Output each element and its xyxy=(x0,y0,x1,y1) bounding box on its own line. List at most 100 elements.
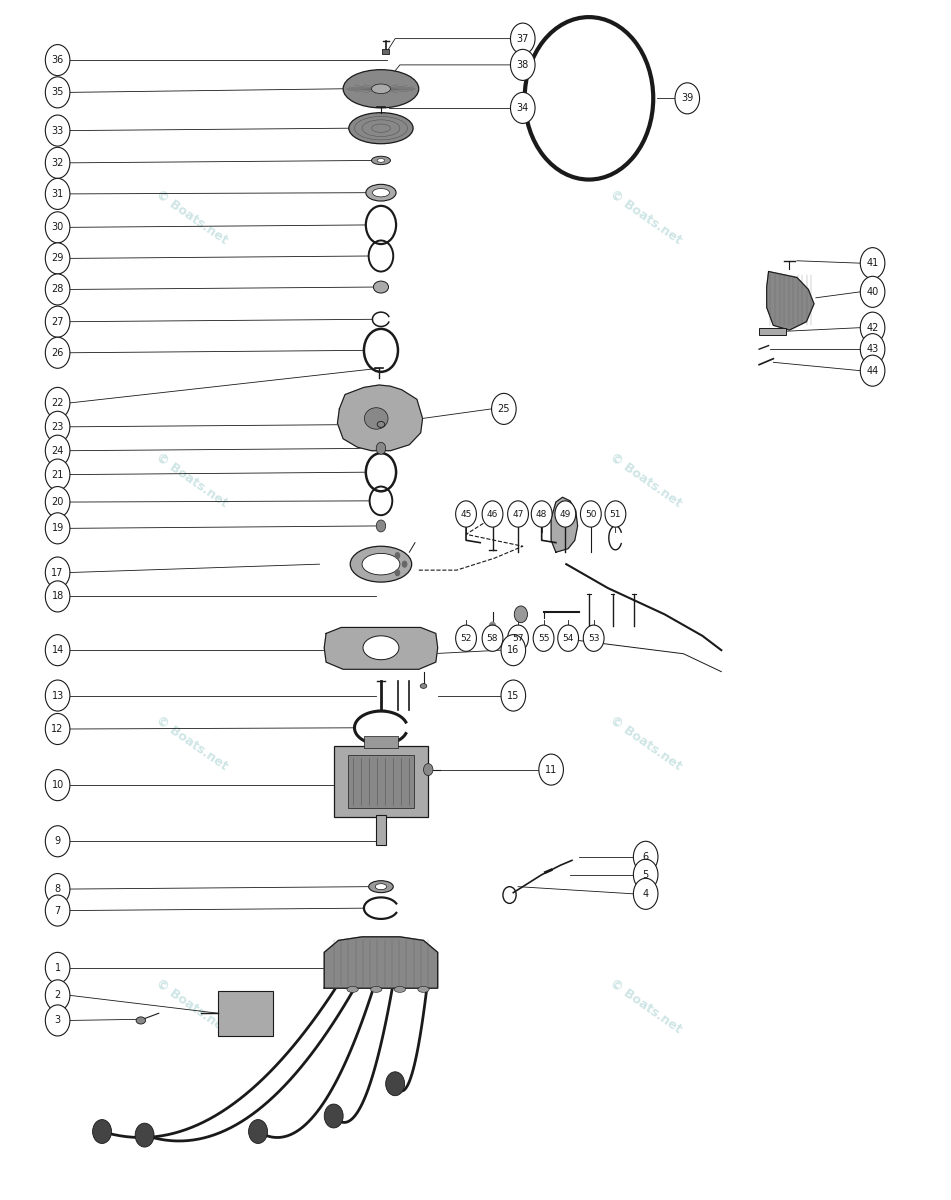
Text: 9: 9 xyxy=(54,836,61,846)
Ellipse shape xyxy=(371,986,382,992)
Text: 1: 1 xyxy=(54,962,61,973)
Text: 35: 35 xyxy=(51,88,64,97)
Text: 39: 39 xyxy=(681,94,693,103)
Text: 4: 4 xyxy=(643,889,649,899)
Circle shape xyxy=(46,306,70,337)
Text: 28: 28 xyxy=(51,284,64,294)
Circle shape xyxy=(605,500,626,527)
Ellipse shape xyxy=(378,421,385,427)
Circle shape xyxy=(46,874,70,905)
Circle shape xyxy=(555,500,575,527)
Text: 36: 36 xyxy=(51,55,64,65)
Polygon shape xyxy=(324,628,437,670)
Text: 42: 42 xyxy=(866,323,879,332)
Text: 49: 49 xyxy=(559,510,571,518)
Ellipse shape xyxy=(369,881,394,893)
Ellipse shape xyxy=(363,636,398,660)
Text: 50: 50 xyxy=(585,510,596,518)
Text: 3: 3 xyxy=(54,1015,61,1026)
Circle shape xyxy=(539,754,563,785)
Circle shape xyxy=(861,355,884,386)
Circle shape xyxy=(395,552,400,559)
Circle shape xyxy=(482,500,503,527)
Circle shape xyxy=(46,388,70,419)
Text: 29: 29 xyxy=(51,253,64,263)
Text: 33: 33 xyxy=(51,126,64,136)
Ellipse shape xyxy=(347,986,359,992)
Text: 22: 22 xyxy=(51,398,64,408)
Text: © Boats.net: © Boats.net xyxy=(153,188,230,247)
Ellipse shape xyxy=(136,1016,146,1024)
Circle shape xyxy=(583,625,604,652)
Circle shape xyxy=(633,859,658,890)
Text: 51: 51 xyxy=(610,510,621,518)
Circle shape xyxy=(861,334,884,365)
Circle shape xyxy=(633,841,658,872)
Circle shape xyxy=(508,625,529,652)
Circle shape xyxy=(532,500,553,527)
Text: 23: 23 xyxy=(51,422,64,432)
Circle shape xyxy=(46,895,70,926)
Circle shape xyxy=(456,500,476,527)
Circle shape xyxy=(46,1004,70,1036)
Circle shape xyxy=(423,763,433,775)
Text: © Boats.net: © Boats.net xyxy=(608,977,684,1036)
Circle shape xyxy=(511,92,535,124)
Text: 54: 54 xyxy=(562,634,573,643)
Ellipse shape xyxy=(366,185,396,202)
Circle shape xyxy=(395,569,400,576)
Text: 57: 57 xyxy=(513,634,524,643)
Text: © Boats.net: © Boats.net xyxy=(153,977,230,1036)
Text: 45: 45 xyxy=(460,510,472,518)
Text: 15: 15 xyxy=(507,690,519,701)
Ellipse shape xyxy=(372,84,391,94)
Circle shape xyxy=(46,557,70,588)
Circle shape xyxy=(46,412,70,443)
Ellipse shape xyxy=(349,113,413,144)
Bar xyxy=(219,990,273,1036)
Circle shape xyxy=(46,826,70,857)
Ellipse shape xyxy=(378,158,385,162)
Polygon shape xyxy=(324,937,437,988)
Circle shape xyxy=(46,635,70,666)
Circle shape xyxy=(861,276,884,307)
Text: 27: 27 xyxy=(51,317,64,326)
Bar xyxy=(364,736,398,748)
Ellipse shape xyxy=(364,408,388,430)
Text: © Boats.net: © Boats.net xyxy=(608,188,684,247)
Ellipse shape xyxy=(374,281,389,293)
Text: 10: 10 xyxy=(51,780,64,790)
Circle shape xyxy=(46,581,70,612)
Circle shape xyxy=(46,769,70,800)
Text: 8: 8 xyxy=(54,884,61,894)
Circle shape xyxy=(46,486,70,517)
Circle shape xyxy=(377,520,386,532)
Circle shape xyxy=(46,179,70,210)
Circle shape xyxy=(861,247,884,278)
Text: 26: 26 xyxy=(51,348,64,358)
Text: 47: 47 xyxy=(513,510,524,518)
Text: 18: 18 xyxy=(51,592,64,601)
Text: 31: 31 xyxy=(51,188,64,199)
Circle shape xyxy=(46,680,70,712)
Polygon shape xyxy=(552,497,577,552)
Circle shape xyxy=(501,635,526,666)
Circle shape xyxy=(482,625,503,652)
Circle shape xyxy=(46,274,70,305)
Text: 5: 5 xyxy=(643,870,649,880)
Circle shape xyxy=(386,1072,404,1096)
Circle shape xyxy=(46,242,70,274)
Circle shape xyxy=(46,77,70,108)
Circle shape xyxy=(557,625,578,652)
Circle shape xyxy=(401,560,407,568)
Text: 14: 14 xyxy=(51,646,64,655)
Text: 24: 24 xyxy=(51,445,64,456)
Circle shape xyxy=(492,394,516,425)
Text: 2: 2 xyxy=(54,990,61,1001)
Ellipse shape xyxy=(343,70,418,108)
Ellipse shape xyxy=(395,986,405,992)
Circle shape xyxy=(861,312,884,343)
Text: 20: 20 xyxy=(51,497,64,508)
Ellipse shape xyxy=(362,553,399,575)
Circle shape xyxy=(633,878,658,910)
